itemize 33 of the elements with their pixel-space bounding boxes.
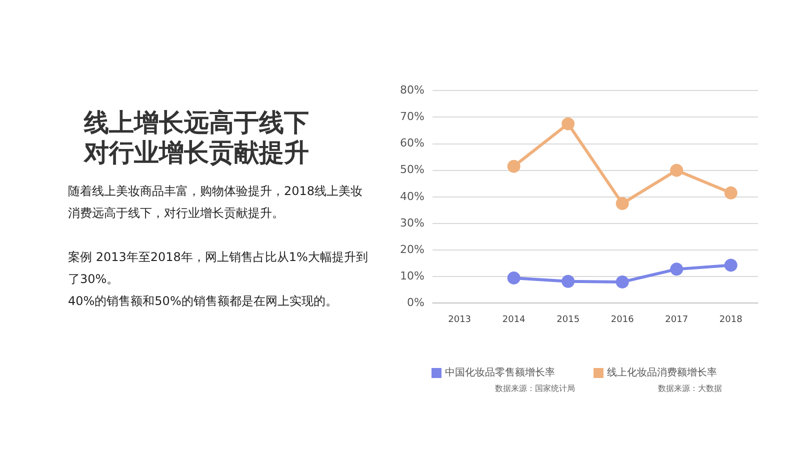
y-tick-label: 60%	[400, 136, 424, 150]
y-tick-label: 70%	[400, 110, 424, 124]
point	[562, 274, 575, 288]
y-tick-label: 10%	[400, 269, 424, 282]
y-tick-label: 80%	[400, 83, 424, 96]
x-tick-label: 2015	[556, 314, 580, 325]
y-tick-label: 30%	[400, 216, 424, 230]
y-tick-label: 0%	[406, 296, 424, 310]
y-tick-label: 50%	[400, 163, 424, 176]
legend-label: 中国化妆品零售额增长率	[445, 366, 555, 379]
point	[507, 271, 520, 284]
point	[616, 275, 629, 288]
point	[670, 164, 684, 177]
point	[670, 262, 684, 276]
source-note: 数据来源：国家统计局	[494, 383, 576, 394]
point	[724, 186, 738, 200]
x-tick-label: 2017	[665, 314, 688, 325]
point	[562, 117, 575, 130]
text: 40%的销售额和50%的销售额都是在网上实现的。	[68, 293, 338, 310]
text: 案例 2013年至2018年，网上销售占比从1%大幅提升到了30%。	[68, 249, 368, 288]
y-tick-label: 40%	[400, 190, 424, 203]
point	[724, 258, 738, 272]
point	[616, 197, 629, 210]
text: 线上增长远高于线下对行业增长贡献提升	[84, 108, 310, 168]
x-tick-label: 2014	[502, 314, 526, 325]
source-note: 数据来源：大数据	[657, 383, 723, 394]
x-tick-label: 2013	[448, 314, 472, 325]
x-tick-label: 2016	[610, 314, 634, 325]
text: 随着线上美妆商品丰富，购物体验提升，2018线上美妆消费远高于线下，对行业增长贡献提升。	[68, 183, 364, 222]
legend-label: 线上化妆品消费额增长率	[607, 366, 717, 379]
point	[507, 160, 520, 173]
y-tick-label: 20%	[400, 242, 424, 256]
x-tick-label: 2018	[719, 314, 743, 325]
